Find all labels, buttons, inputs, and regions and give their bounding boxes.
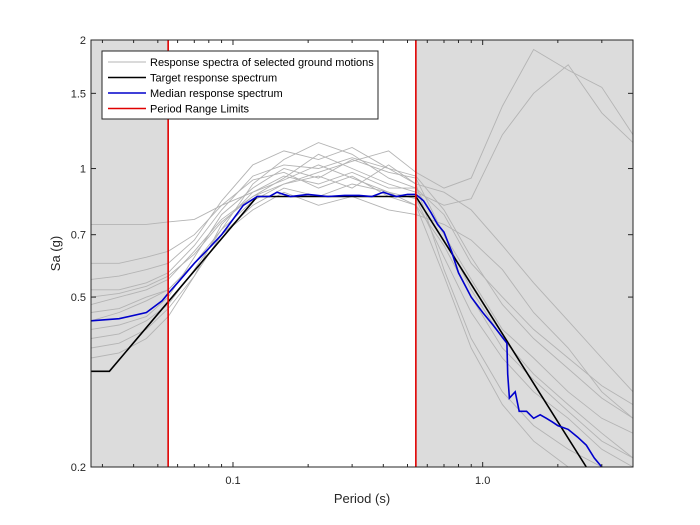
y-tick-label: 0.5 xyxy=(71,292,86,304)
legend-entry-label: Period Range Limits xyxy=(150,104,250,116)
legend-entry-label: Target response spectrum xyxy=(150,73,277,85)
y-tick-label: 0.7 xyxy=(71,230,86,242)
axes: 0.2 0.5 0.7 1 1.5 2 0.1 1.0 xyxy=(71,35,634,487)
legend-entry-label: Response spectra of selected ground moti… xyxy=(150,57,374,69)
legend-box xyxy=(101,50,379,120)
axes-box xyxy=(90,39,634,468)
x-tick-label: 1.0 xyxy=(475,475,490,487)
y-tick-label: 0.2 xyxy=(71,462,86,474)
median-spectrum-line xyxy=(91,191,603,467)
x-axis-label: Period (s) xyxy=(334,491,390,506)
y-axis-label: Sa (g) xyxy=(48,236,63,271)
y-tick-label: 1.5 xyxy=(71,88,86,100)
legend-entry-label: Median response spectrum xyxy=(150,88,283,100)
legend: Response spectra of selected ground moti… xyxy=(101,50,379,120)
x-tick-label: 0.1 xyxy=(225,475,240,487)
y-tick-label: 2 xyxy=(80,35,86,47)
y-tick-label: 1 xyxy=(80,164,86,176)
